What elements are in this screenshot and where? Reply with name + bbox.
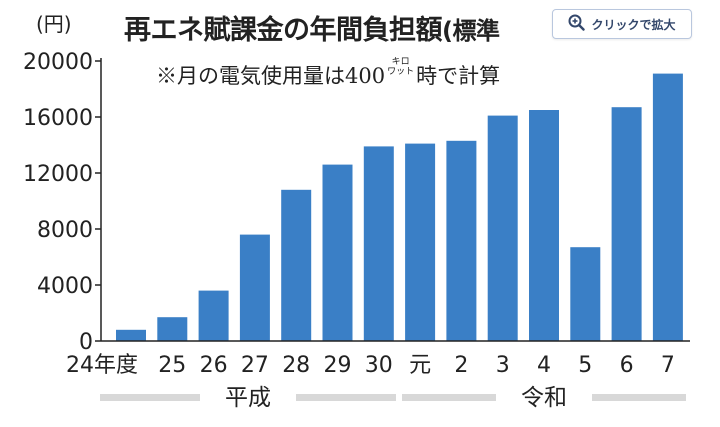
bar-12 <box>611 107 642 341</box>
x-tick-label-2: 26 <box>200 353 228 378</box>
bar-0 <box>116 329 146 341</box>
y-tick-label-3: 12000 <box>23 162 93 187</box>
x-tick-label-9: 3 <box>496 353 510 378</box>
y-axis-unit-label: (円) <box>36 12 72 36</box>
x-tick-label-8: 2 <box>454 353 468 378</box>
x-tick-label-7: 元 <box>409 353 431 378</box>
note-unit-stack: キロ ワット <box>387 57 414 77</box>
chart-title-suffix: (標準 <box>442 17 500 45</box>
zoom-button-label: クリックで拡大 <box>591 17 676 32</box>
y-tick-label-5: 20000 <box>23 50 93 75</box>
era-label-heisei: 平成 <box>200 378 296 412</box>
chart-title: 再エネ賦課金の年間負担額(標準 <box>124 8 500 47</box>
bar-9 <box>487 115 518 341</box>
bar-2 <box>198 290 229 341</box>
y-tick-label-2: 8000 <box>37 218 93 243</box>
x-tick-label-3: 27 <box>241 353 269 378</box>
chart-title-main: 再エネ賦課金の年間負担額 <box>124 15 443 46</box>
bar-11 <box>570 247 601 341</box>
x-tick-label-4: 28 <box>282 353 310 378</box>
x-tick-label-13: 7 <box>661 353 675 378</box>
bar-13 <box>652 73 683 341</box>
note-unit-top: キロ <box>391 57 410 67</box>
era-label-reiwa: 令和 <box>496 378 592 412</box>
x-tick-label-12: 6 <box>620 353 634 378</box>
note-tail: 時で計算 <box>416 64 501 88</box>
bar-6 <box>363 146 394 341</box>
x-tick-label-0: 24年度 <box>66 353 138 378</box>
zoom-in-icon <box>568 14 586 35</box>
bar-7 <box>405 143 436 341</box>
y-tick-label-4: 16000 <box>23 106 93 131</box>
bar-5 <box>322 164 353 341</box>
x-tick-label-6: 30 <box>365 353 393 378</box>
x-tick-label-5: 29 <box>324 353 352 378</box>
x-tick-label-10: 4 <box>537 353 551 378</box>
note-text: ※月の電気使用量は400 <box>156 64 386 88</box>
bar-1 <box>157 317 188 341</box>
zoom-button[interactable]: クリックで拡大 <box>552 9 692 39</box>
bar-8 <box>446 140 477 341</box>
bar-4 <box>281 189 312 341</box>
x-tick-label-11: 5 <box>578 353 592 378</box>
bar-3 <box>239 234 270 341</box>
y-tick-label-0: 0 <box>79 330 93 355</box>
bar-10 <box>529 110 559 341</box>
x-tick-label-1: 25 <box>158 353 186 378</box>
chart-note: ※月の電気使用量は400 キロ ワット 時で計算 <box>156 57 500 90</box>
note-unit-bottom: ワット <box>387 67 415 77</box>
y-tick-label-1: 4000 <box>37 274 93 299</box>
